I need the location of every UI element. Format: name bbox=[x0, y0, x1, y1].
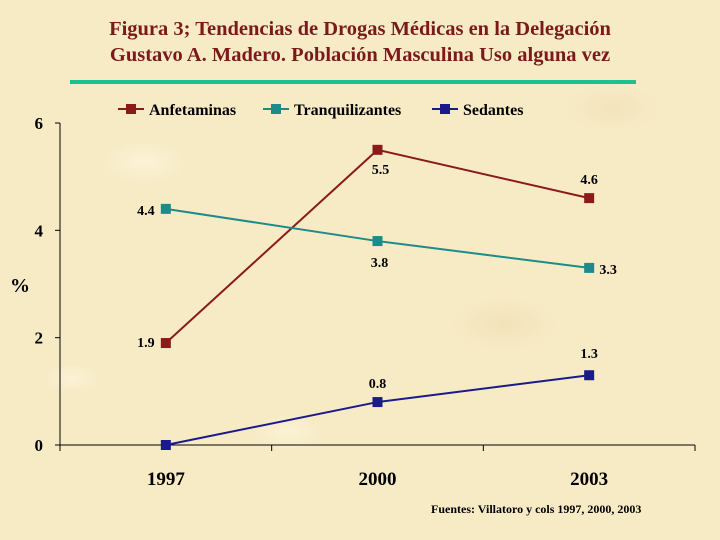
chart-title-line1: Figura 3; Tendencias de Drogas Médicas e… bbox=[109, 18, 611, 40]
x-tick-label: 2000 bbox=[359, 469, 397, 490]
title-underline bbox=[70, 80, 636, 84]
legend-swatch-marker bbox=[271, 104, 281, 114]
data-point-marker bbox=[584, 370, 595, 381]
data-label: 3.3 bbox=[599, 263, 617, 278]
source-note: Fuentes: Villatoro y cols 1997, 2000, 20… bbox=[431, 502, 642, 516]
data-label: 0.8 bbox=[369, 377, 387, 392]
series-line-anfetaminas bbox=[165, 148, 590, 344]
data-label: 3.8 bbox=[371, 256, 389, 271]
data-point-marker bbox=[160, 440, 171, 450]
x-tick-label: 2003 bbox=[570, 469, 608, 490]
data-point-marker bbox=[160, 338, 171, 349]
data-point-marker bbox=[372, 144, 383, 155]
y-tick-label: 0 bbox=[35, 436, 44, 455]
data-point-marker bbox=[372, 236, 383, 247]
data-point-marker bbox=[160, 203, 171, 214]
y-tick-label: 6 bbox=[35, 114, 44, 133]
data-label: 1.3 bbox=[580, 347, 598, 362]
data-point-marker bbox=[372, 397, 383, 408]
legend-label: Anfetaminas bbox=[149, 102, 236, 119]
data-point-marker bbox=[584, 262, 595, 273]
legend-swatch-marker bbox=[126, 104, 136, 114]
y-axis-label: % bbox=[10, 275, 30, 297]
data-label: 4.4 bbox=[137, 204, 155, 219]
legend-label: Tranquilizantes bbox=[294, 102, 401, 119]
chart-title: Figura 3; Tendencias de Drogas Médicas e… bbox=[0, 16, 720, 68]
chart-title-line2: Gustavo A. Madero. Población Masculina U… bbox=[109, 44, 611, 66]
y-tick-label: 2 bbox=[35, 329, 44, 348]
x-tick-label: 1997 bbox=[147, 469, 186, 490]
data-label: 5.5 bbox=[372, 163, 390, 178]
legend-label: Sedantes bbox=[463, 102, 523, 119]
data-label: 1.9 bbox=[137, 336, 155, 351]
y-tick-label: 4 bbox=[35, 221, 44, 240]
data-label: 4.6 bbox=[580, 173, 598, 188]
data-point-marker bbox=[584, 193, 595, 204]
legend-swatch-marker bbox=[440, 104, 450, 114]
